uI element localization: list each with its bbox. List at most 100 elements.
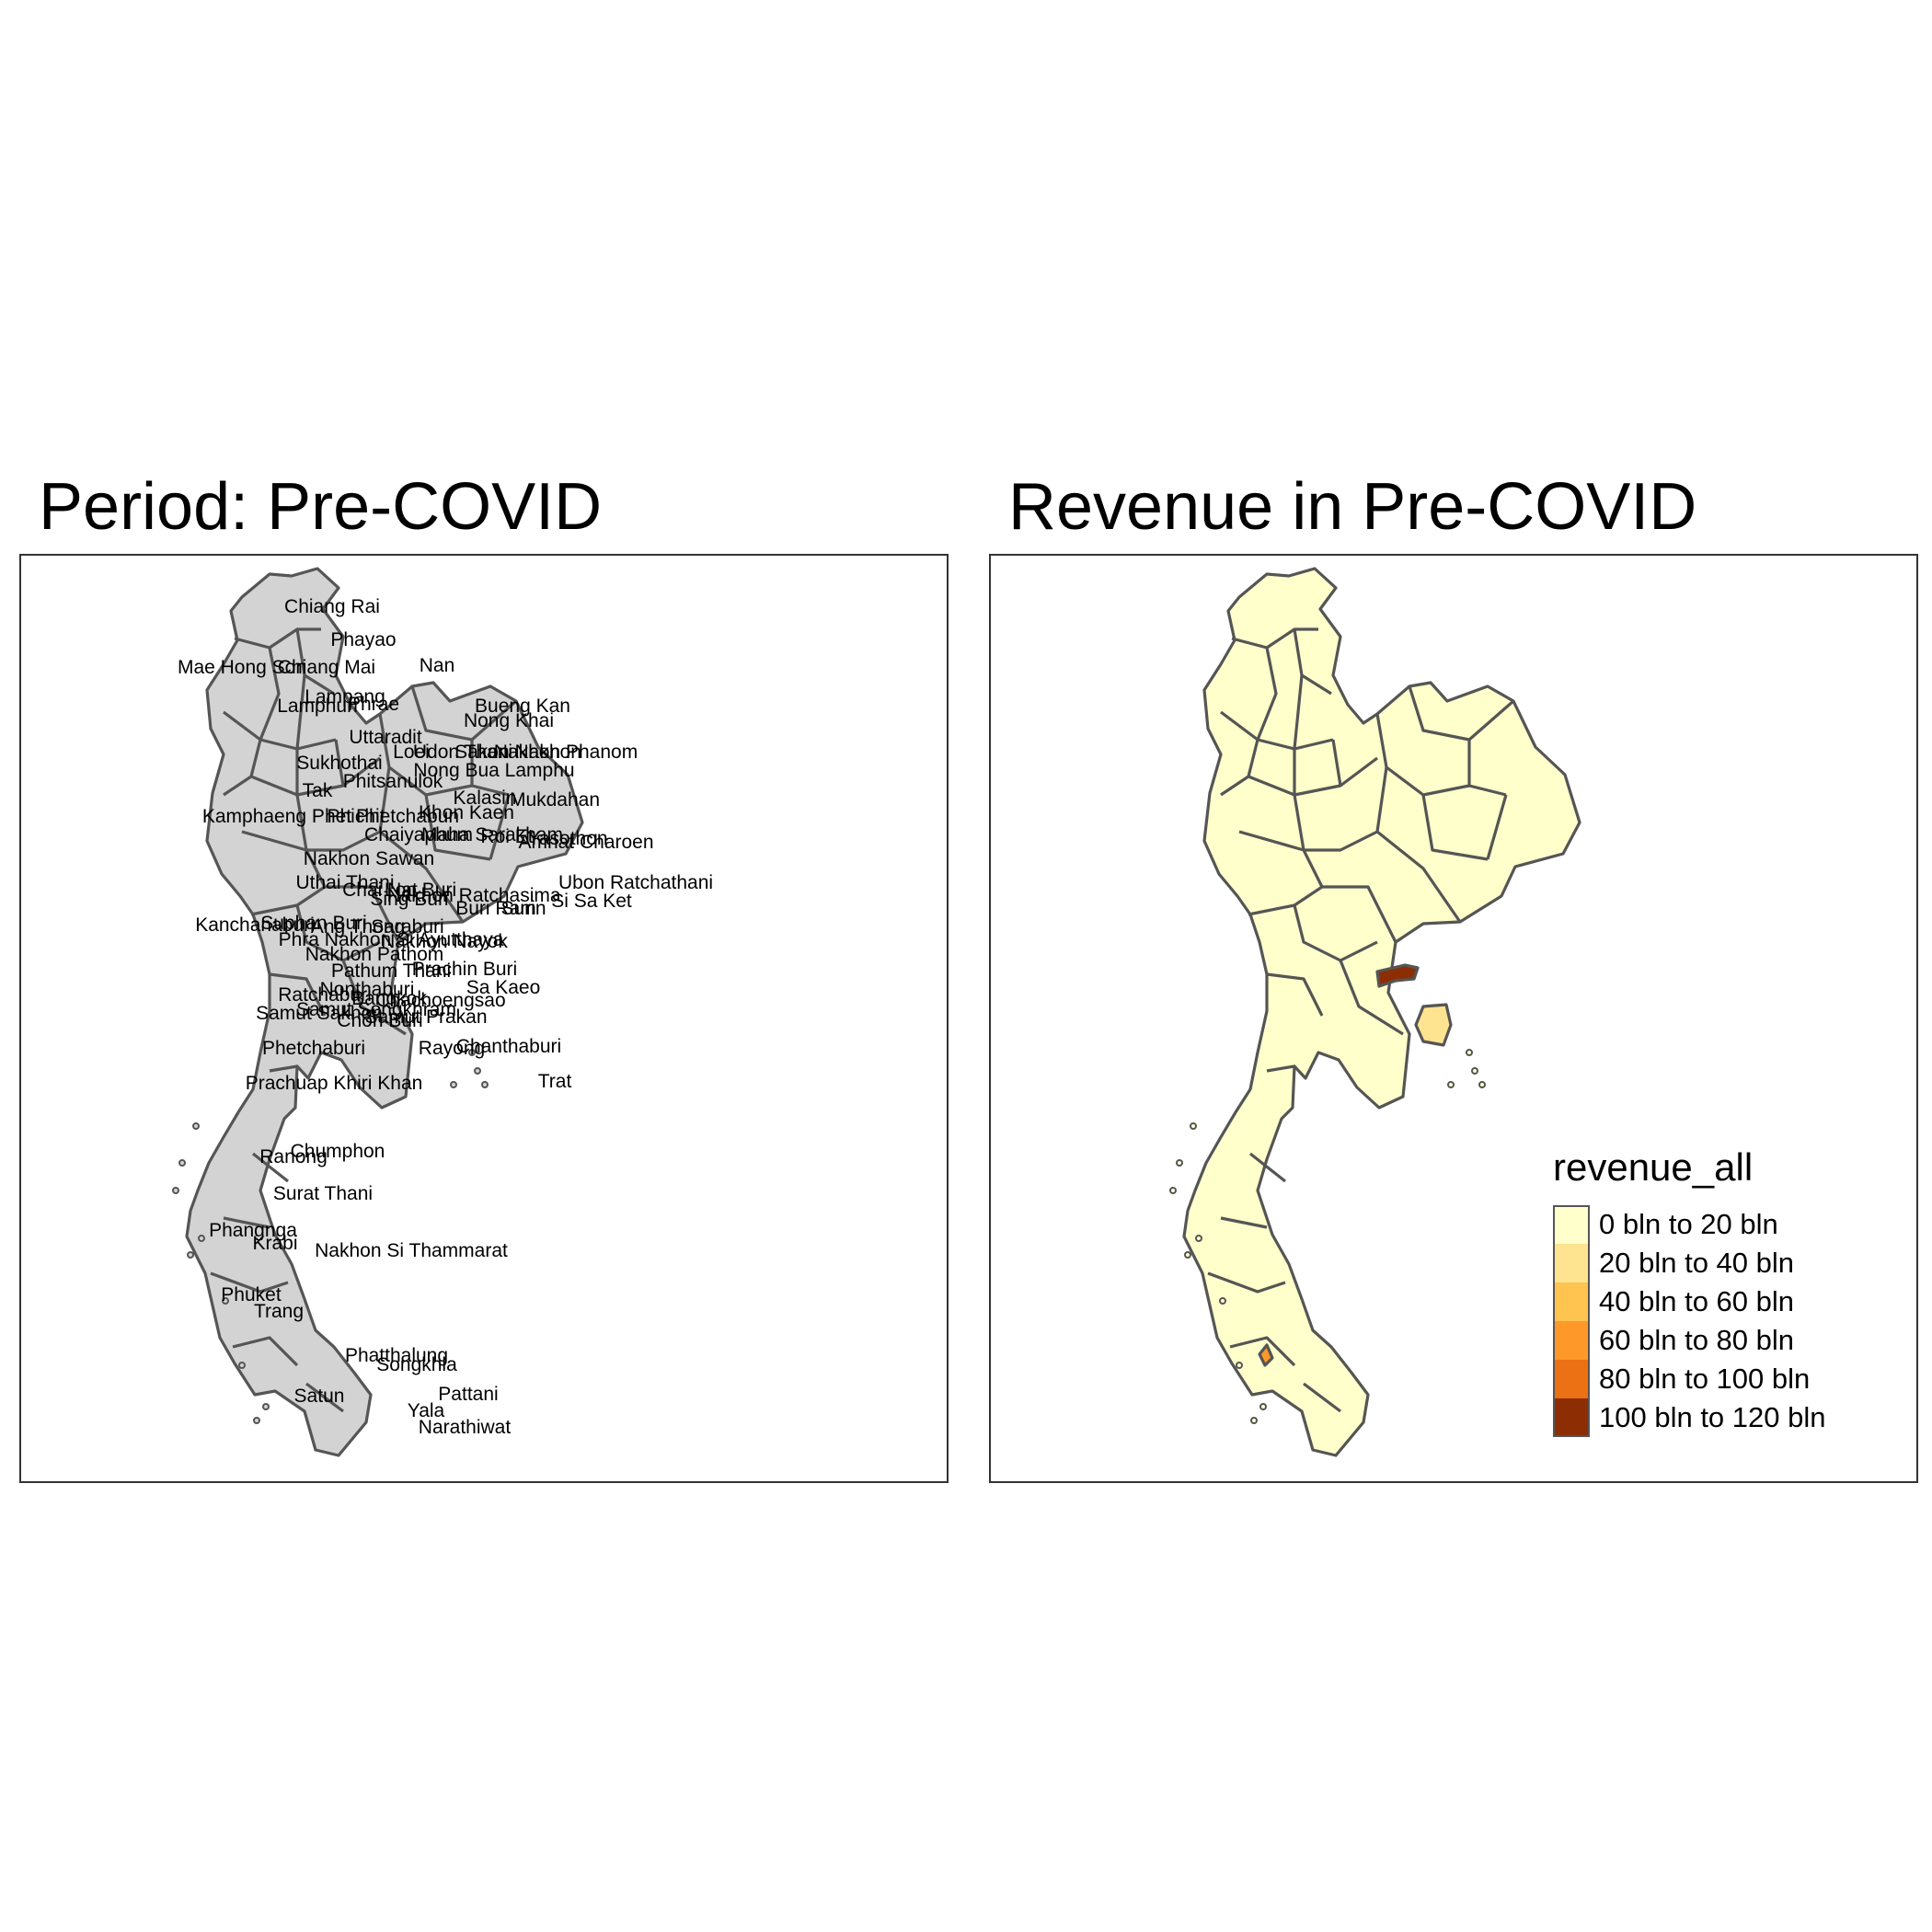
province-border [223,739,262,797]
province-label: Kalasin [454,788,517,809]
province-label: Mae Hong Son [178,657,306,678]
province-border [379,830,465,923]
province-label: Suphan Buri [260,913,367,934]
province-label: Sing Buri [370,889,448,910]
province-label: Chumphon [291,1141,385,1162]
island [481,1081,489,1088]
province-border [489,794,511,860]
province-label: Surin [500,898,546,919]
province-label: Sa Kaeo [466,977,541,998]
province-border [1207,1271,1286,1294]
country-outline [1182,567,1581,1457]
island [1471,1067,1478,1075]
right-map [1169,567,1581,1457]
province-border [259,647,281,741]
island [1478,1081,1486,1088]
island [468,1049,476,1056]
province-label: Nakhon Si Thammarat [315,1240,508,1261]
province-label: Surat Thani [273,1183,373,1204]
province-label: Samut Sakhon [256,1003,383,1024]
province-phuket [1258,1343,1274,1367]
province-border [1408,685,1515,742]
province-label: Lamphun [277,696,358,717]
island [1190,1122,1197,1130]
province-label: Kanchanaburi [195,914,315,936]
island [187,1251,194,1259]
province-border [269,1064,298,1073]
legend-item: 80 bln to 100 bln [1553,1360,1826,1398]
province-label: Roi Et [480,826,533,847]
legend-item: 0 bln to 20 bln [1553,1205,1826,1244]
province-border [210,1271,289,1294]
province-label: Nonthaburi [320,979,415,1000]
legend-label: 40 bln to 60 bln [1599,1285,1795,1317]
island [172,1187,179,1194]
island [450,1081,457,1088]
legend-swatch [1553,1244,1590,1282]
province-label: Saraburi [371,916,443,937]
province-label: Udon Thani [413,742,512,763]
thailand-provinces-gray [172,567,584,1457]
province-border [1322,885,1397,943]
province-label: Phichit [327,806,385,827]
province-border [1303,1382,1341,1413]
province-label: Songkhla [376,1354,457,1375]
island [1184,1251,1191,1259]
province-label: Tak [303,780,333,801]
legend-swatch [1553,1398,1590,1437]
province-border [1220,1216,1268,1229]
legend-label: 0 bln to 20 bln [1599,1208,1778,1240]
province-border [1304,766,1388,852]
province-label: Phangnga [209,1220,297,1241]
legend-label: 60 bln to 80 bln [1599,1324,1795,1356]
province-label: Uthai Thani [295,872,394,893]
legend-item: 100 bln to 120 bln [1553,1398,1826,1437]
province-label: Amnat Charoen [518,832,653,853]
legend-swatch [1553,1205,1590,1244]
province-border [1486,794,1508,860]
province-border [1256,647,1278,741]
legend-label: 100 bln to 120 bln [1599,1401,1826,1433]
island [253,1417,260,1424]
province-bangkok [1375,963,1420,988]
province-border [1421,794,1489,861]
province-label: Nakhon Ratchasima [386,885,560,906]
legend-swatch [1553,1321,1590,1360]
province-label: Phayao [330,629,396,650]
province-label: Chiang Mai [278,657,375,678]
province-border [1220,739,1259,797]
province-border [1293,749,1305,851]
thailand-provinces-choropleth [1169,567,1581,1457]
province-label: Nong Bua Lamphu [413,760,574,781]
province-label: Sakon Nakhon [454,742,581,763]
province-label: Lampang [305,686,385,707]
province-label: Sukhothai [296,753,382,774]
province-label: Nan [420,655,455,676]
province-border [223,1216,270,1229]
province-label: Nakhon Pathom [305,944,444,965]
province-border [1231,627,1318,650]
legend-swatch [1553,1282,1590,1321]
province-label: Chaiyaphum [364,824,473,845]
province-label: Phuket [221,1284,282,1305]
island [1466,1049,1473,1056]
province-border [232,1336,299,1367]
province-border [334,739,345,787]
province-label: Trat [538,1071,572,1092]
province-label: Prachin Buri [412,959,517,980]
province-label: Samut Songkhram [296,999,456,1020]
province-border [424,794,491,861]
legend-swatch [1553,1360,1590,1398]
legend-label: 80 bln to 100 bln [1599,1363,1811,1395]
province-border [295,904,381,962]
province-border [252,1152,289,1183]
province-border [295,749,308,851]
province-label: Ratchaburi [278,984,372,1006]
province-border [1266,1064,1295,1073]
province-label: Nakhon Nayok [381,931,508,952]
province-label: Bueng Kan [475,696,570,717]
province-border [1249,1152,1286,1183]
revenue-legend: revenue_all 0 bln to 20 bln 20 bln to 40… [1553,1148,1826,1437]
